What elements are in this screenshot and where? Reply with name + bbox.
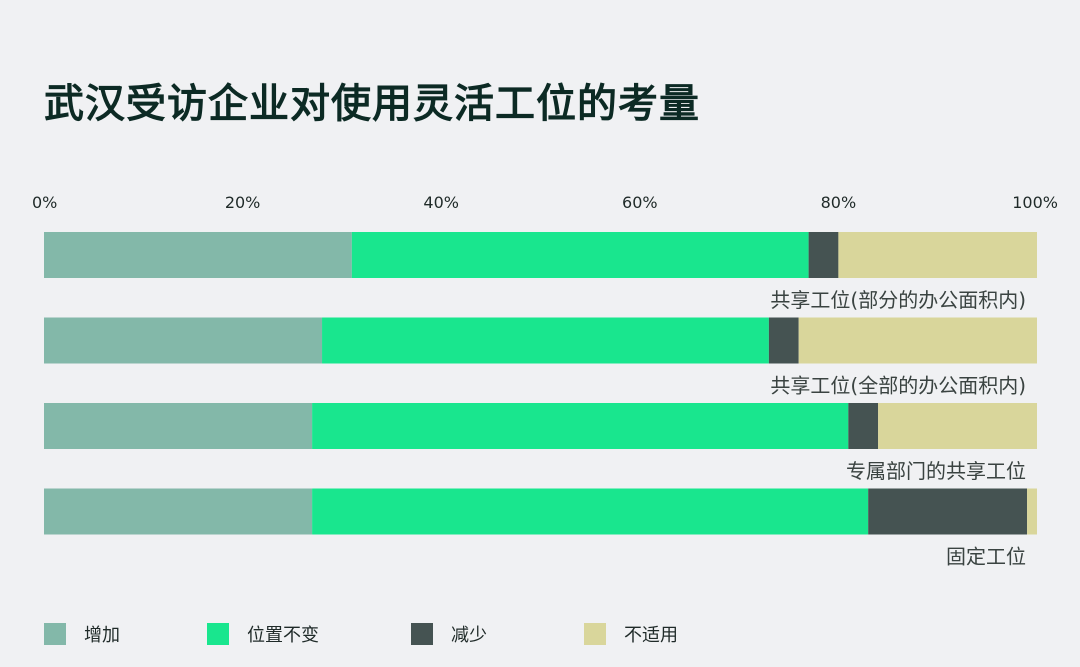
category-label: 专属部门的共享工位 <box>846 459 1026 483</box>
legend-swatch <box>584 623 606 645</box>
x-tick-label: 80% <box>821 193 857 212</box>
bar-segment <box>838 232 1037 278</box>
x-tick-label: 60% <box>622 193 658 212</box>
legend-label: 位置不变 <box>247 625 319 646</box>
chart-title: 武汉受访企业对使用灵活工位的考量 <box>44 81 700 127</box>
bar-segment <box>312 488 869 535</box>
bar-segment <box>798 317 1037 364</box>
x-tick-label: 40% <box>423 193 459 212</box>
bar-segment <box>44 488 313 535</box>
legend-swatch <box>207 623 229 645</box>
legend-swatch <box>411 623 433 645</box>
category-label: 共享工位(全部的办公面积内) <box>770 374 1026 398</box>
bar-segment <box>44 403 313 449</box>
bar-segment <box>1027 488 1037 535</box>
bar-segment <box>44 232 352 278</box>
bar-segment <box>808 232 839 278</box>
bar-segment <box>351 232 809 278</box>
x-tick-label: 100% <box>1012 193 1058 212</box>
legend-item: 增加 <box>44 621 120 647</box>
bar-segment <box>322 317 769 364</box>
legend-item: 不适用 <box>584 621 678 647</box>
bar-segment <box>44 317 323 364</box>
bar-segment <box>868 488 1028 535</box>
legend-item: 减少 <box>411 621 487 647</box>
legend-label: 减少 <box>451 625 487 646</box>
legend-label: 增加 <box>84 625 120 646</box>
legend-swatch <box>44 623 66 645</box>
x-tick-label: 0% <box>32 193 57 212</box>
x-tick-label: 20% <box>225 193 261 212</box>
bar-segment <box>878 403 1037 449</box>
category-label: 共享工位(部分的办公面积内) <box>770 288 1026 312</box>
legend-label: 不适用 <box>624 625 678 646</box>
stacked-bar-chart: 0% 20% 40% 60% 80% 100% 共享工位(部分的办公面积内) 共享工位(全部的… <box>32 193 1058 569</box>
category-label: 固定工位 <box>946 545 1026 569</box>
legend-item: 位置不变 <box>207 621 319 647</box>
bar-segment <box>312 403 849 449</box>
bar-segment <box>848 403 879 449</box>
bar-segment <box>768 317 799 364</box>
